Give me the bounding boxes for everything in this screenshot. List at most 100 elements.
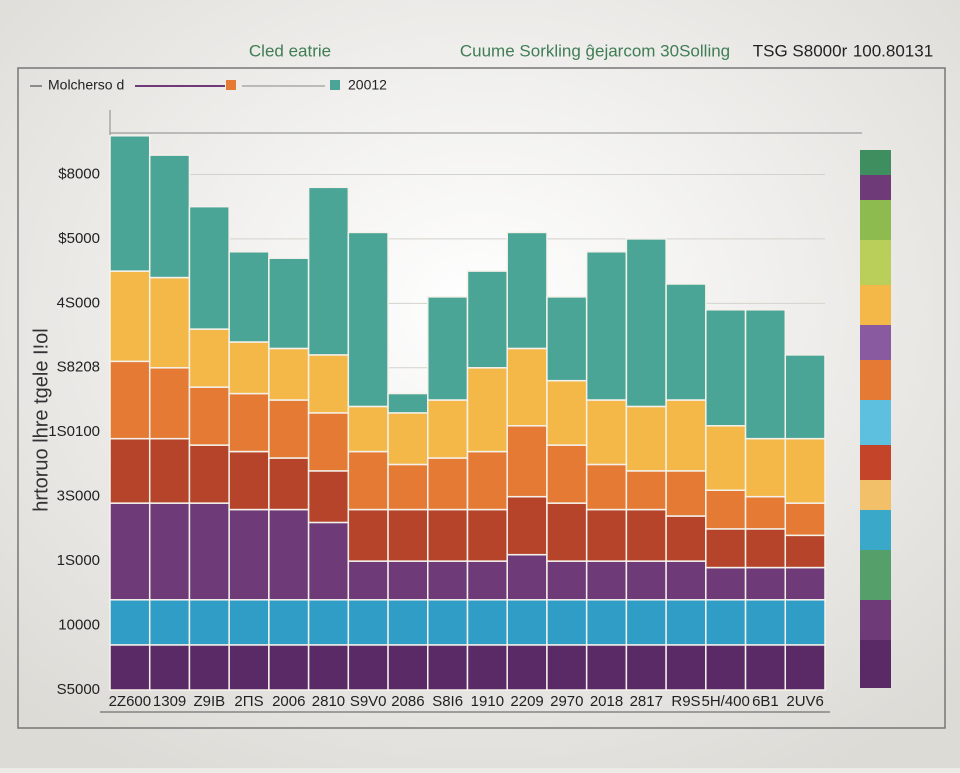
legend-swatch [226,80,236,90]
bar-segment [228,392,270,453]
bar-segment [744,309,787,440]
frame [17,67,946,729]
bar-segment [188,386,230,446]
chart-subtitle: Cuume Sorkling ĝejarcom 30Solling [460,41,730,60]
bar-segment [109,360,151,440]
bar-segment [506,599,548,646]
chart-title: Cled eatrie [249,41,331,60]
bar-segment [585,644,628,691]
bar-segment [466,450,508,511]
bar-segment [506,425,548,498]
bar-segment [625,560,667,601]
y-tick-label: 10000 [58,617,100,634]
x-tick-label: 2UV6 [786,693,824,710]
bar-segment [148,276,191,369]
bar-segment [665,560,707,601]
bar-segment [268,508,310,601]
bar-segment [387,392,429,414]
bar-segment [784,534,826,569]
x-tick-label: 1309 [153,693,186,710]
bar-segment [307,186,350,356]
y-axis-label: hrtoruo lhre tgele I!ol [30,328,52,511]
bar-segment [387,644,429,691]
bar-segment [466,560,508,601]
bar-segment [109,599,151,646]
x-tick-label: 2086 [391,693,424,710]
bar-segment [546,296,588,382]
bar-segment [307,521,350,601]
bar-segment [188,502,230,601]
x-tick-label: 2ΠS [234,693,263,710]
annotation: 100.80131 [853,41,933,60]
bar-segment [585,599,628,646]
bar-segment [109,437,151,504]
bar-segment [625,470,667,511]
bar-segment [506,644,548,691]
x-tick-label: 6B1 [752,693,779,710]
bar-segment [387,508,429,562]
bar-segment [347,405,389,453]
bar-segment [307,470,350,524]
bar-segment [109,502,151,601]
bar-segment [347,599,389,646]
x-tick-label: 2970 [550,693,583,710]
bar-segment [585,399,628,466]
y-tick-label: 1S000 [57,552,100,569]
x-tick-label: 1910 [471,693,504,710]
bar-segment [387,599,429,646]
bar-segment [506,553,548,601]
bar-segment [268,257,310,350]
x-tick-label: 2018 [590,693,623,710]
side-strip [860,150,891,688]
bar-segment [705,425,747,491]
bar-segment [148,437,191,504]
bar-segment [228,508,270,601]
bar-segment [427,399,469,459]
bar-segment [625,508,667,562]
bar-segment [387,412,429,466]
bar-segment [585,560,628,601]
bar-segment [228,599,270,646]
bar-segment [705,489,747,530]
bar-segment [784,502,826,537]
bar-segment [546,444,588,504]
bar-segment [148,367,191,440]
legend-swatch [330,80,340,90]
bar-segment [466,270,508,369]
bar-segment [625,405,667,472]
y-tick-label: 1S0100 [48,423,100,440]
bar-segment [546,502,588,562]
bar-segment [744,644,787,691]
bar-segment [625,238,667,408]
x-tick-label: 2817 [630,693,663,710]
bar-segment [506,231,548,350]
bar-segment [466,508,508,562]
bar-segment [268,457,310,511]
bar-segment [625,644,667,691]
x-tick-label: S8I6 [432,693,463,710]
bar-segment [546,644,588,691]
bar-segment [109,644,151,691]
bar-segment [705,599,747,646]
bar-segment [665,515,707,562]
bar-segment [427,560,469,601]
y-tick-label: $8000 [58,165,100,182]
bar-segment [307,412,350,472]
bar-segment [307,354,350,414]
bar-segment [188,644,230,691]
bar-segment [506,495,548,556]
bar-segment [387,463,429,511]
bar-segment [466,644,508,691]
bar-segment [585,508,628,562]
bar-segment [744,528,787,569]
bar-segment [665,470,707,517]
bar-segment [665,599,707,646]
bar-segment [506,347,548,427]
bar-segment [307,599,350,646]
bar-segment [625,599,667,646]
x-tick-label: 2209 [510,693,543,710]
bar-segment [427,508,469,562]
bar-segment [744,437,787,498]
